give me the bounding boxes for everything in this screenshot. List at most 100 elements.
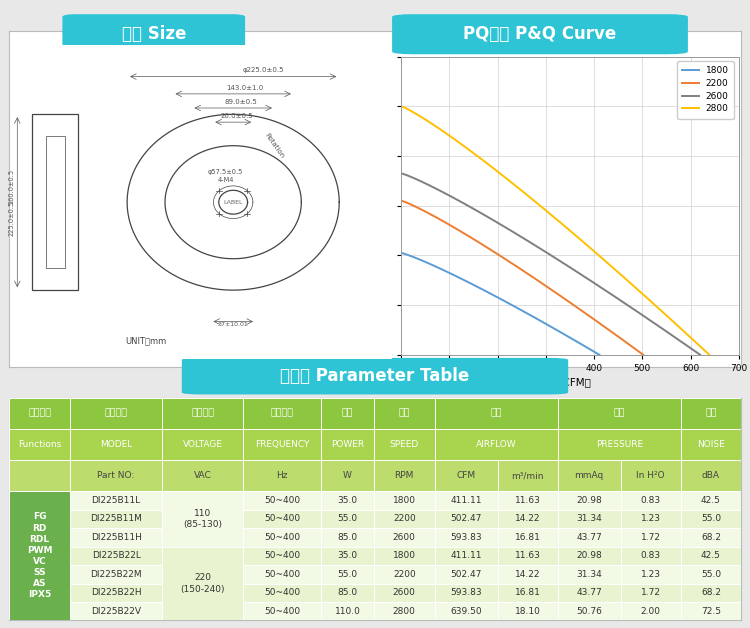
1800 — [514, 305, 523, 313]
Text: DI225B11L: DI225B11L — [92, 496, 141, 505]
Bar — [558, 491, 620, 510]
Text: 55.0: 55.0 — [338, 570, 358, 579]
Text: 50~400: 50~400 — [264, 588, 300, 597]
Line: 2600: 2600 — [401, 173, 700, 355]
Bar — [243, 398, 321, 429]
Text: 1.23: 1.23 — [640, 570, 661, 579]
2800 — [585, 244, 594, 251]
X-axis label: Q（CFM）: Q（CFM） — [548, 377, 592, 387]
Bar — [681, 546, 741, 565]
Bar — [374, 510, 435, 528]
Text: SPEED: SPEED — [390, 440, 419, 449]
Bar — [558, 460, 620, 491]
Text: φ57.5±0.5: φ57.5±0.5 — [208, 169, 243, 175]
Text: 2200: 2200 — [393, 514, 416, 523]
Text: 143.0±1.0: 143.0±1.0 — [226, 85, 263, 91]
Text: 42.5: 42.5 — [701, 551, 721, 560]
Bar — [435, 546, 497, 565]
2800 — [580, 239, 590, 247]
Text: DI225B11M: DI225B11M — [90, 514, 142, 523]
Text: Hz: Hz — [277, 471, 288, 480]
Bar — [620, 491, 681, 510]
Text: NOISE: NOISE — [697, 440, 724, 449]
Line: 1800: 1800 — [401, 253, 599, 355]
Bar — [435, 528, 497, 546]
Text: 11.63: 11.63 — [514, 496, 541, 505]
Text: 593.83: 593.83 — [450, 588, 482, 597]
Bar — [243, 460, 321, 491]
Text: AIRFLOW: AIRFLOW — [476, 440, 517, 449]
Bar — [70, 491, 162, 510]
Bar — [374, 602, 435, 620]
Bar — [70, 510, 162, 528]
Legend: 1800, 2200, 2600, 2800: 1800, 2200, 2600, 2800 — [677, 61, 734, 119]
Bar — [70, 583, 162, 602]
Bar — [435, 565, 497, 583]
Bar — [70, 602, 162, 620]
1800 — [576, 340, 585, 348]
2600 — [397, 170, 406, 177]
Text: 18.10: 18.10 — [514, 607, 541, 615]
Text: 593.83: 593.83 — [450, 533, 482, 542]
Bar — [162, 546, 243, 620]
Text: PRESSURE: PRESSURE — [596, 440, 643, 449]
Bar — [243, 510, 321, 528]
Text: 50~400: 50~400 — [264, 607, 300, 615]
Text: 50~400: 50~400 — [264, 533, 300, 542]
Bar — [558, 546, 620, 565]
Text: 工作频率: 工作频率 — [271, 409, 294, 418]
Bar — [681, 510, 741, 528]
Text: UNIT：mm: UNIT：mm — [125, 337, 166, 345]
Bar — [321, 602, 374, 620]
Bar — [374, 583, 435, 602]
Bar — [321, 583, 374, 602]
Bar — [497, 528, 558, 546]
Text: 电压范围: 电压范围 — [191, 409, 214, 418]
Text: 1.72: 1.72 — [640, 533, 661, 542]
Bar — [321, 528, 374, 546]
2600 — [574, 269, 584, 277]
Text: 2600: 2600 — [393, 588, 416, 597]
FancyBboxPatch shape — [182, 358, 568, 394]
Text: 16.81: 16.81 — [514, 533, 541, 542]
Text: DI225B22M: DI225B22M — [90, 570, 142, 579]
1800 — [564, 333, 573, 340]
Text: Functions: Functions — [18, 440, 62, 449]
Bar — [243, 602, 321, 620]
Bar — [70, 460, 162, 491]
2200 — [639, 351, 648, 359]
Text: 68.2: 68.2 — [701, 533, 721, 542]
2600 — [398, 170, 406, 177]
FancyBboxPatch shape — [62, 14, 245, 54]
Bar — [435, 398, 558, 429]
Text: 2800: 2800 — [393, 607, 416, 615]
Bar — [32, 114, 78, 290]
Text: 20.0±0.5: 20.0±0.5 — [220, 114, 254, 119]
Text: 20.98: 20.98 — [576, 496, 602, 505]
Text: 噪音: 噪音 — [705, 409, 717, 418]
2800 — [676, 325, 685, 332]
Text: 160.0±0.5: 160.0±0.5 — [8, 169, 14, 204]
Bar — [243, 491, 321, 510]
Text: 1800: 1800 — [393, 496, 416, 505]
Text: 85.0: 85.0 — [338, 533, 358, 542]
Bar — [681, 602, 741, 620]
Bar — [374, 565, 435, 583]
2200 — [545, 284, 554, 292]
Text: 220
(150-240): 220 (150-240) — [181, 573, 225, 593]
Bar — [321, 398, 374, 429]
2600 — [649, 318, 658, 326]
Text: Part NO:: Part NO: — [98, 471, 135, 480]
Bar — [321, 565, 374, 583]
Text: 11.63: 11.63 — [514, 551, 541, 560]
Bar — [162, 491, 243, 546]
Text: 50~400: 50~400 — [264, 570, 300, 579]
Text: Rotation: Rotation — [264, 132, 286, 160]
Text: 风量: 风量 — [490, 409, 502, 418]
Bar — [558, 398, 681, 429]
Bar — [497, 583, 558, 602]
Text: 尺寸 Size: 尺寸 Size — [122, 25, 186, 43]
Text: 502.47: 502.47 — [451, 514, 482, 523]
Y-axis label: Ps（mmAq）: Ps（mmAq） — [367, 176, 376, 235]
2800 — [397, 102, 406, 110]
